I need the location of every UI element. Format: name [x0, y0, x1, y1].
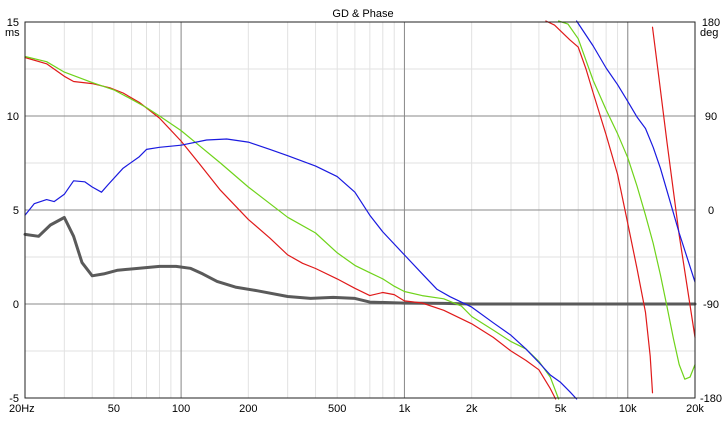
x-tick-label: 20k [686, 403, 704, 415]
y-left-unit: ms [5, 27, 20, 39]
y-right-unit: deg [700, 27, 718, 39]
chart-title: GD & Phase [332, 8, 393, 20]
x-tick-label: 100 [172, 403, 190, 415]
series-layer [23, 20, 697, 400]
y-right-tick-label: 0 [708, 205, 714, 217]
x-tick-label: 2k [466, 403, 478, 415]
y-left-tick-label: 15 [7, 17, 19, 29]
y-left-tick-labels: 15 10 5 0 -5 [7, 17, 19, 405]
y-right-tick-label: -90 [703, 299, 719, 311]
x-tick-label: 200 [239, 403, 257, 415]
y-left-tick-label: 0 [13, 299, 19, 311]
y-left-tick-label: -5 [9, 393, 19, 405]
x-tick-label: 5k [555, 403, 567, 415]
x-tick-labels: 20Hz 50 100 200 500 1k 2k 5k 10k 20k [9, 403, 704, 415]
x-tick-label: 10k [619, 403, 637, 415]
y-right-tick-label: -180 [700, 393, 722, 405]
y-right-tick-label: 90 [705, 111, 717, 123]
x-tick-label: 500 [328, 403, 346, 415]
y-right-tick-label: 180 [702, 17, 720, 29]
y-left-tick-label: 10 [7, 111, 19, 123]
x-tick-label: 1k [399, 403, 411, 415]
x-tick-label: 20Hz [9, 403, 35, 415]
plot-frame [24, 21, 696, 399]
series-line-4 [24, 20, 696, 400]
series-line-3 [24, 20, 696, 400]
x-tick-label: 50 [108, 403, 120, 415]
y-right-tick-labels: 180 90 0 -90 -180 [700, 17, 722, 405]
series-line-1 [23, 216, 697, 306]
y-left-tick-label: 5 [13, 205, 19, 217]
